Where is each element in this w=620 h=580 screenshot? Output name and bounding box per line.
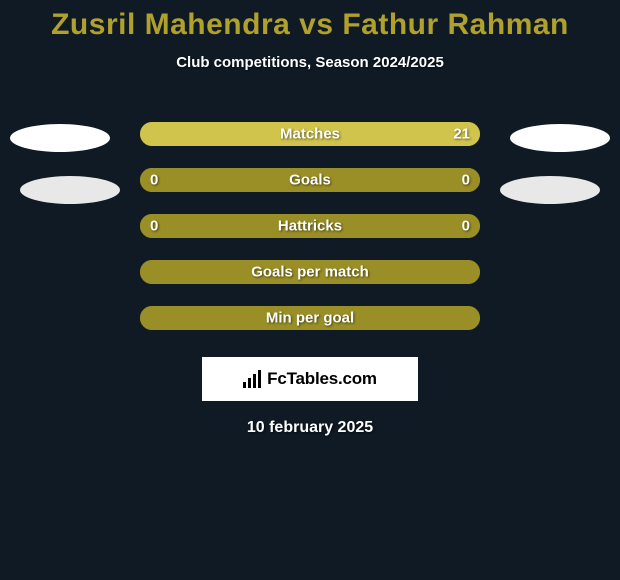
stat-bar: Matches 21 xyxy=(140,122,480,146)
stat-value-right: 0 xyxy=(462,172,470,189)
stat-row: Goals per match xyxy=(0,249,620,295)
stat-row: 0 Goals 0 xyxy=(0,157,620,203)
stat-bar: Min per goal xyxy=(140,306,480,330)
bar-segment-right xyxy=(140,122,480,146)
bar-segment-right xyxy=(310,260,480,284)
stat-value-left: 0 xyxy=(150,172,158,189)
fctables-logo-link[interactable]: FcTables.com xyxy=(202,357,418,401)
logo-text: FcTables.com xyxy=(267,369,377,389)
stat-bar: Goals per match xyxy=(140,260,480,284)
subtitle: Club competitions, Season 2024/2025 xyxy=(0,54,620,71)
stat-row: Min per goal xyxy=(0,295,620,341)
date-label: 10 february 2025 xyxy=(0,419,620,437)
stat-bar: 0 Hattricks 0 xyxy=(140,214,480,238)
stat-row: Matches 21 xyxy=(0,111,620,157)
stat-row: 0 Hattricks 0 xyxy=(0,203,620,249)
bar-segment-left xyxy=(140,168,310,192)
page-title: Zusril Mahendra vs Fathur Rahman xyxy=(0,0,620,42)
stat-bar: 0 Goals 0 xyxy=(140,168,480,192)
bar-segment-right xyxy=(310,168,480,192)
bar-segment-left xyxy=(140,260,310,284)
bar-segment-left xyxy=(140,306,310,330)
chart-bars-icon xyxy=(243,370,261,388)
bar-segment-right xyxy=(310,214,480,238)
stat-value-right: 0 xyxy=(462,218,470,235)
comparison-card: Zusril Mahendra vs Fathur Rahman Club co… xyxy=(0,0,620,580)
stat-value-right: 21 xyxy=(453,126,470,143)
bar-segment-left xyxy=(140,214,310,238)
stats-rows: Matches 21 0 Goals 0 0 Hattricks 0 xyxy=(0,111,620,341)
stat-value-left: 0 xyxy=(150,218,158,235)
bar-segment-right xyxy=(310,306,480,330)
